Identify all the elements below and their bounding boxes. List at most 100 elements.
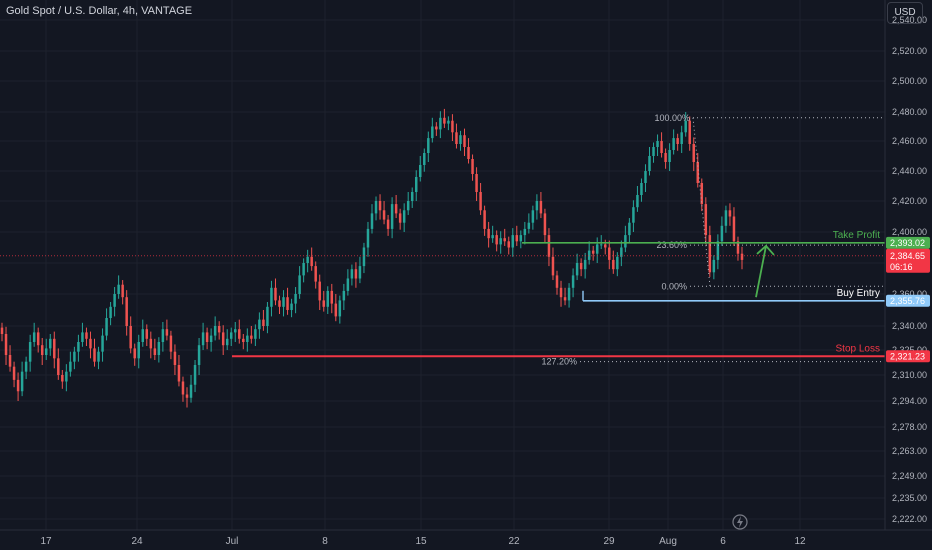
candle-body <box>250 335 253 339</box>
candle-body <box>85 332 88 339</box>
time-axis[interactable]: 17 24 Jul 8 15 22 29 Aug 6 12 <box>0 529 932 547</box>
time-tick-label: 12 <box>794 536 806 547</box>
candle-body <box>20 371 24 392</box>
candle-body <box>740 253 744 260</box>
candle-body <box>463 135 466 147</box>
fib-trend-line <box>692 117 711 287</box>
candle-body <box>680 132 683 144</box>
candle-body <box>487 228 490 239</box>
candle-body <box>567 287 571 301</box>
time-tick-label: 22 <box>508 536 520 547</box>
price-tick-label: 2,400.00 <box>892 227 927 237</box>
candle-body <box>28 342 32 362</box>
level-name-label: Take Profit <box>833 230 880 241</box>
candle-body <box>579 263 583 270</box>
candle-body <box>73 351 76 362</box>
time-tick-label: 15 <box>415 536 427 547</box>
candle-body <box>370 213 374 229</box>
replay-icon[interactable] <box>732 514 748 530</box>
symbol-title: Gold Spot / U.S. Dollar, 4h, VANTAGE <box>6 5 193 17</box>
candle-body <box>386 219 390 229</box>
candle-body <box>414 177 418 192</box>
level-price-tag <box>886 350 930 363</box>
level-price-tag <box>886 294 930 307</box>
candle-body <box>254 329 257 339</box>
candle-body <box>342 290 346 301</box>
candle-body <box>65 371 68 382</box>
candle-body <box>620 247 623 257</box>
candle-body <box>201 332 205 346</box>
candle-body <box>551 256 555 276</box>
candle-body <box>53 338 56 359</box>
candle-body <box>40 345 44 355</box>
candle-body <box>724 210 728 226</box>
candle-body <box>350 269 354 279</box>
candle-body <box>676 138 679 144</box>
candle-body <box>575 263 579 276</box>
candle-body <box>547 235 551 257</box>
current-price-label: 2,384.65 <box>890 251 925 261</box>
level-price-tag-label: 2,355.76 <box>890 296 925 306</box>
level-name-label: Stop Loss <box>836 343 880 354</box>
price-tick-label: 2,420.00 <box>892 196 927 206</box>
candle-body <box>173 351 177 365</box>
current-price-tag <box>886 248 930 273</box>
time-tick-label: 17 <box>40 536 52 547</box>
candle-body <box>61 375 64 382</box>
candle-body <box>636 195 639 208</box>
candle-body <box>700 183 704 205</box>
candle-body <box>684 120 687 133</box>
candle-body <box>378 201 382 211</box>
candle-body <box>157 342 161 355</box>
candle-body <box>306 256 309 263</box>
drawing-overlays: 100.00% 23.60% 0.00% 127.20% Take Profit Buy … <box>0 113 885 367</box>
price-tick-label: 2,480.00 <box>892 107 927 117</box>
time-tick-label: 24 <box>131 536 143 547</box>
price-tick-label: 2,278.00 <box>892 422 927 432</box>
candle-body <box>217 326 221 333</box>
candle-body <box>81 332 84 342</box>
candle-body <box>121 284 124 298</box>
fib-level-label: 127.20% <box>541 357 577 367</box>
candle-body <box>282 297 285 307</box>
candle-body <box>664 153 667 162</box>
candle-body <box>57 358 60 375</box>
candle-body <box>531 210 535 223</box>
candle-body <box>133 348 136 359</box>
candle-body <box>612 259 615 270</box>
candle-body <box>16 379 20 392</box>
projection-arrow-head <box>756 244 775 256</box>
currency-button[interactable]: USD <box>887 2 923 24</box>
candle-body <box>125 297 128 326</box>
candle-body <box>205 332 209 342</box>
candle-body <box>507 241 510 248</box>
price-tick-label: 2,249.00 <box>892 471 927 481</box>
candle-body <box>165 329 169 336</box>
candle-body <box>483 210 486 229</box>
price-tick-label: 2,222.00 <box>892 514 927 524</box>
candle-body <box>439 117 442 130</box>
candle-body <box>334 303 338 317</box>
candle-body <box>109 306 112 318</box>
candle-body <box>49 338 52 349</box>
candle-body <box>475 174 478 192</box>
chart-grid <box>0 0 885 530</box>
candle-body <box>193 365 197 385</box>
candle-body <box>24 361 28 372</box>
candle-body <box>213 326 217 336</box>
candle-body <box>234 329 237 333</box>
candle-body <box>149 338 153 349</box>
candle-body <box>688 120 691 144</box>
candle-body <box>527 222 531 229</box>
fib-level-label: 0.00% <box>661 281 687 291</box>
candle-body <box>535 201 539 211</box>
candle-body <box>270 287 273 307</box>
candle-body <box>736 241 740 254</box>
candle-body <box>346 278 350 291</box>
candle-body <box>499 238 502 245</box>
candle-body <box>644 171 647 183</box>
price-tick-label: 2,340.00 <box>892 321 927 331</box>
price-axis[interactable]: 2,540.00 2,520.00 2,500.00 2,480.00 2,460.00… <box>884 0 930 530</box>
candle-body <box>258 319 261 330</box>
